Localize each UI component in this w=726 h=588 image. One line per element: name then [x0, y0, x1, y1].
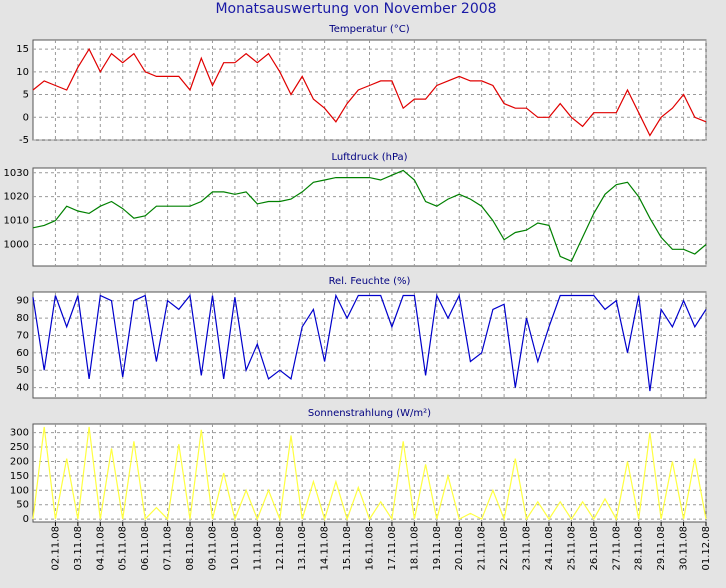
y-tick-label: 50: [16, 500, 29, 511]
chart-title: Monatsauswertung von November 2008: [215, 1, 496, 17]
x-tick-label: 22.11.08: [499, 526, 510, 571]
x-tick-label: 23.11.08: [522, 526, 533, 571]
y-tick-label: 1020: [4, 192, 29, 203]
y-tick-label: -5: [19, 135, 29, 146]
x-tick-label: 24.11.08: [544, 526, 555, 571]
y-tick-label: 1010: [4, 216, 29, 227]
y-tick-label: 10: [16, 67, 29, 78]
x-tick-label: 16.11.08: [365, 526, 376, 571]
y-tick-label: 40: [16, 383, 29, 394]
y-tick-label: 80: [16, 313, 29, 324]
x-tick-label: 01.12.08: [701, 526, 712, 571]
y-tick-label: 100: [10, 485, 29, 496]
series-line: [32, 293, 707, 392]
x-tick-label: 03.11.08: [73, 526, 84, 571]
x-tick-label: 19.11.08: [432, 526, 443, 571]
plot-area: [32, 291, 707, 399]
y-tick-label: 200: [10, 456, 29, 467]
x-tick-label: 17.11.08: [387, 526, 398, 571]
y-tick-label: 15: [16, 44, 29, 55]
series-line: [32, 47, 707, 137]
x-tick-label: 30.11.08: [679, 526, 690, 571]
x-tick-label: 08.11.08: [185, 526, 196, 571]
y-tick-label: 150: [10, 471, 29, 482]
y-tick-label: 90: [16, 296, 29, 307]
y-tick-label: 1000: [4, 239, 29, 250]
y-tick-label: 250: [10, 442, 29, 453]
y-tick-label: 5: [23, 90, 29, 101]
x-tick-label: 21.11.08: [477, 526, 488, 571]
y-tick-label: 300: [10, 428, 29, 439]
x-tick-label: 09.11.08: [207, 526, 218, 571]
panel-title: Luftdruck (hPa): [331, 152, 407, 163]
x-tick-label: 15.11.08: [342, 526, 353, 571]
x-tick-label: 04.11.08: [95, 526, 106, 571]
x-tick-label: 05.11.08: [118, 526, 129, 571]
x-tick-label: 12.11.08: [275, 526, 286, 571]
x-tick-label: 18.11.08: [409, 526, 420, 571]
y-tick-label: 0: [23, 514, 29, 525]
x-tick-label: 06.11.08: [140, 526, 151, 571]
x-tick-label: 25.11.08: [566, 526, 577, 571]
x-tick-label: 26.11.08: [589, 526, 600, 571]
x-tick-label: 11.11.08: [252, 526, 263, 571]
y-tick-label: 0: [23, 112, 29, 123]
panel-title: Rel. Feuchte (%): [329, 276, 411, 287]
y-tick-label: 60: [16, 348, 29, 359]
x-tick-label: 02.11.08: [50, 526, 61, 571]
x-tick-label: 13.11.08: [297, 526, 308, 571]
series-line: [32, 169, 707, 262]
series-line: [32, 426, 707, 522]
x-tick-label: 20.11.08: [454, 526, 465, 571]
y-tick-label: 70: [16, 330, 29, 341]
x-tick-label: 10.11.08: [230, 526, 241, 571]
y-tick-label: 50: [16, 365, 29, 376]
x-tick-label: 27.11.08: [611, 526, 622, 571]
y-tick-label: 1030: [4, 168, 29, 179]
panel-title: Temperatur (°C): [328, 24, 409, 35]
x-tick-label: 14.11.08: [320, 526, 331, 571]
x-tick-label: 28.11.08: [634, 526, 645, 571]
x-tick-label: 29.11.08: [656, 526, 667, 571]
x-tick-label: 07.11.08: [163, 526, 174, 571]
panel-title: Sonnenstrahlung (W/m²): [308, 408, 431, 419]
